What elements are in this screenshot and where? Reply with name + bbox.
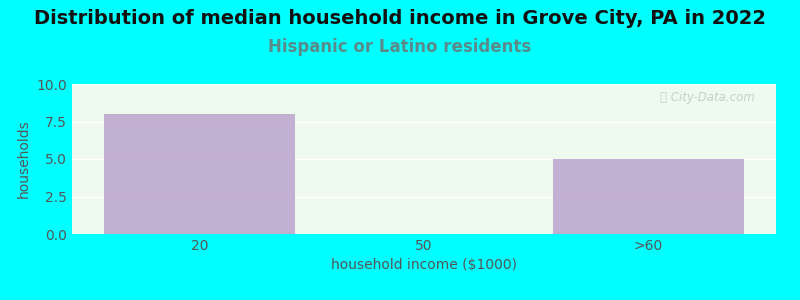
Bar [553, 159, 744, 234]
Text: ⓘ City-Data.com: ⓘ City-Data.com [660, 92, 755, 104]
Text: Distribution of median household income in Grove City, PA in 2022: Distribution of median household income … [34, 9, 766, 28]
Bar [104, 114, 295, 234]
Text: Hispanic or Latino residents: Hispanic or Latino residents [268, 38, 532, 56]
X-axis label: household income ($1000): household income ($1000) [331, 258, 517, 272]
Y-axis label: households: households [17, 120, 31, 198]
